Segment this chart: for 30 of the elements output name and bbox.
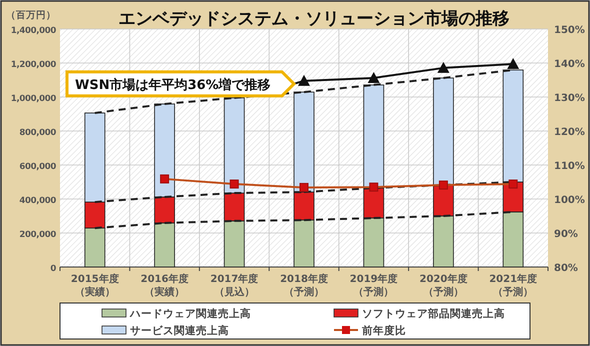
legend-label: ソフトウェア部品関連売上高 xyxy=(362,307,505,320)
y-tick-label: 800,000 xyxy=(19,128,56,138)
y-axis-title: （百万円） xyxy=(6,10,56,21)
x-tick-label: 2018年度（予測） xyxy=(280,273,328,298)
y2-tick-label: 120% xyxy=(554,127,585,138)
x-tick-label: 2017年度（見込） xyxy=(210,273,258,298)
legend-label: ハードウェア関連売上高 xyxy=(129,307,251,320)
y-tick-label: 200,000 xyxy=(19,230,56,240)
annotation: WSN市場は年平均36%増で推移 xyxy=(75,76,271,93)
y-tick-label: 1,000,000 xyxy=(10,94,56,104)
legend-label: サービス関連売上高 xyxy=(130,324,229,337)
y-tick-label: 1,200,000 xyxy=(10,60,56,70)
x-tick-label: 2015年度（実績） xyxy=(70,273,119,298)
y2-tick-label: 130% xyxy=(554,93,585,104)
y-tick-label: 1,400,000 xyxy=(10,26,56,36)
y-tick-label: 0 xyxy=(50,264,56,274)
y2-tick-label: 110% xyxy=(554,161,585,172)
x-tick-label: 2016年度（実績） xyxy=(140,273,188,298)
x-tick-label: 2021年度（予測） xyxy=(489,273,538,298)
y-tick-label: 600,000 xyxy=(19,162,56,172)
y2-tick-label: 90% xyxy=(554,229,578,240)
chart-title: エンベデッドシステム・ソリューション市場の推移 xyxy=(118,9,510,29)
y2-tick-label: 80% xyxy=(554,263,578,274)
y2-tick-label: 140% xyxy=(554,59,585,70)
y2-tick-label: 100% xyxy=(554,195,585,206)
legend-label: 前年度比 xyxy=(361,324,406,337)
x-tick-label: 2019年度（予測） xyxy=(350,273,398,298)
x-tick-label: 2020年度（予測） xyxy=(420,273,468,298)
y-tick-label: 400,000 xyxy=(19,196,56,206)
y2-tick-label: 150% xyxy=(554,25,585,36)
